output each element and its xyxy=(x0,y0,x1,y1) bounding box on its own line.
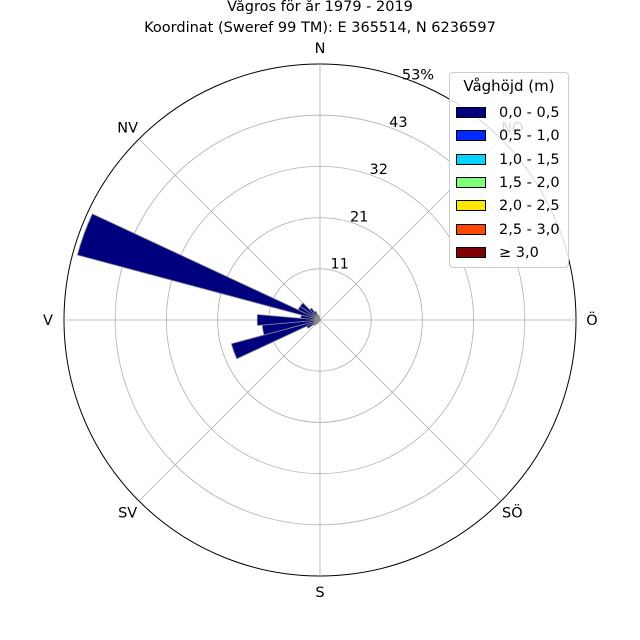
rose-bar xyxy=(256,314,321,326)
legend-swatch xyxy=(456,107,486,118)
direction-label: N xyxy=(315,41,326,57)
direction-label: S xyxy=(315,585,324,601)
direction-label: SÖ xyxy=(502,503,523,521)
legend-label: 2,0 - 2,5 xyxy=(499,198,560,215)
legend: Våghöjd (m) 0,0 - 0,5 0,5 - 1,0 1,0 - 1,5 1… xyxy=(449,72,569,268)
legend-item: 2,5 - 3,0 xyxy=(456,221,568,241)
legend-label: 0,0 - 0,5 xyxy=(499,105,560,121)
polar-grid xyxy=(63,63,577,577)
rose-bars xyxy=(76,213,321,360)
rose-bar xyxy=(316,319,321,325)
legend-swatch xyxy=(456,176,486,188)
rose-bar xyxy=(230,319,321,360)
direction-label: NV xyxy=(117,121,138,137)
rose-bar xyxy=(300,314,321,321)
legend-swatch xyxy=(456,130,486,142)
rose-bar xyxy=(299,302,321,321)
radial-tick-label: 53% xyxy=(402,67,434,83)
direction-label: Ö xyxy=(586,311,597,329)
legend-item: 0,5 - 1,0 xyxy=(456,127,568,147)
radial-tick-label: 32 xyxy=(370,162,388,178)
chart-title: Vågros för år 1979 - 2019 xyxy=(227,0,413,15)
grid-spoke xyxy=(138,138,321,321)
direction-label: V xyxy=(43,313,53,329)
grid-spoke xyxy=(319,319,502,502)
rose-bar xyxy=(317,314,321,321)
legend-label: 1,0 - 1,5 xyxy=(499,151,560,168)
legend-item: 1,5 - 2,0 xyxy=(456,174,568,194)
legend-label: 1,5 - 2,0 xyxy=(499,174,560,191)
legend-item: 1,0 - 1,5 xyxy=(456,151,568,171)
legend-swatch xyxy=(456,200,486,212)
legend-swatch xyxy=(456,246,486,258)
legend-label: ≥ 3,0 xyxy=(499,244,539,261)
radial-tick-label: 43 xyxy=(389,115,407,131)
legend-item: 2,0 - 2,5 xyxy=(456,197,568,217)
legend-label: 2,5 - 3,0 xyxy=(499,221,560,238)
direction-label: SV xyxy=(118,505,137,521)
legend-item: 0,0 - 0,5 xyxy=(456,104,568,124)
legend-swatch xyxy=(456,223,486,235)
legend-label: 0,5 - 1,0 xyxy=(499,128,560,145)
rose-bar xyxy=(76,213,321,321)
chart-subtitle: Koordinat (Sweref 99 TM): E 365514, N 62… xyxy=(144,20,496,36)
legend-swatch xyxy=(456,153,486,165)
radial-tick-label: 21 xyxy=(350,209,368,225)
grid-spoke xyxy=(138,319,321,502)
legend-item: ≥ 3,0 xyxy=(456,244,568,264)
radial-tick-label: 11 xyxy=(330,257,348,273)
legend-title: Våghöjd (m) xyxy=(463,77,555,95)
